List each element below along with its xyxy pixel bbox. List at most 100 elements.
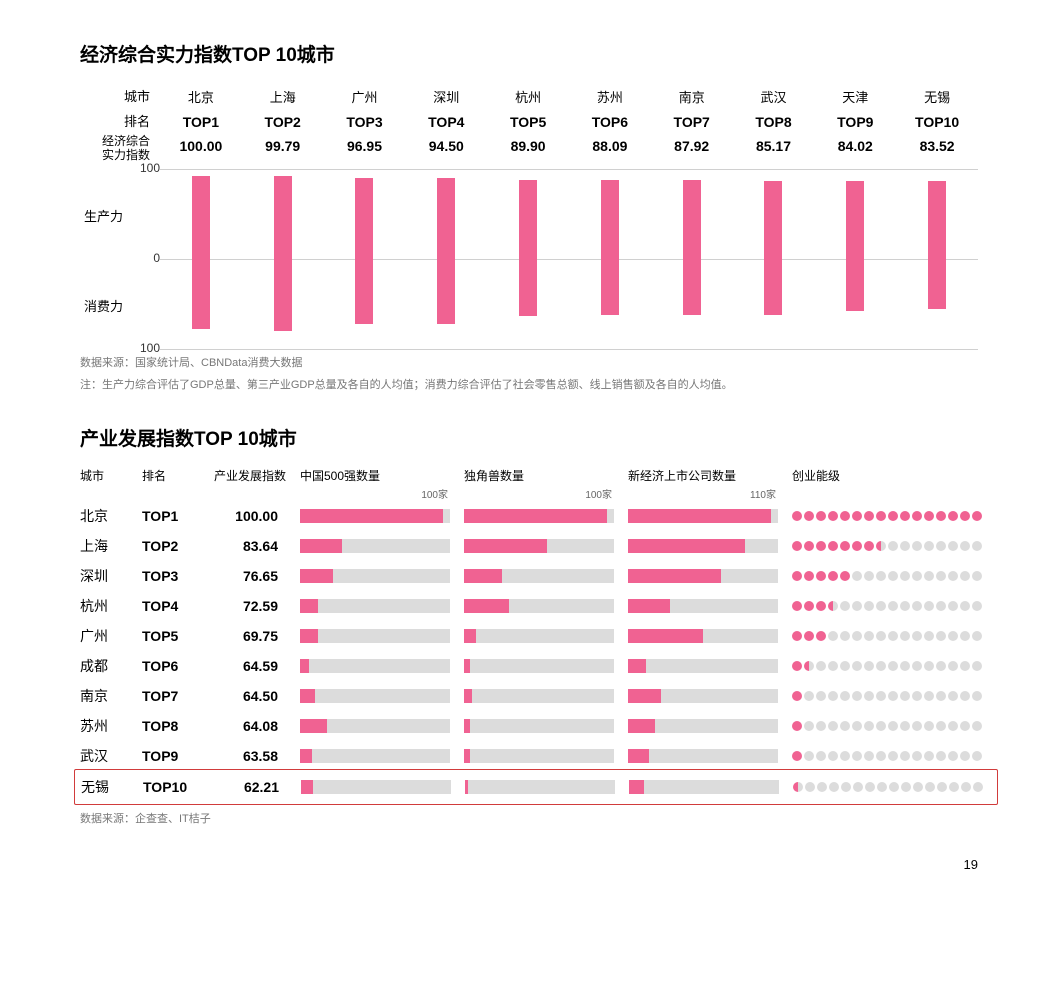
hbar [300, 599, 450, 613]
dot [948, 571, 958, 581]
dot [852, 541, 862, 551]
s2-header-row: 城市排名产业发展指数中国500强数量独角兽数量新经济上市公司数量创业能级 [80, 467, 978, 486]
hbar [628, 599, 778, 613]
dot [828, 571, 838, 581]
dot [888, 751, 898, 761]
dot [804, 571, 814, 581]
hbar-fill [464, 569, 502, 583]
hbar [300, 539, 450, 553]
table-cell: TOP7 [651, 110, 733, 134]
hbar-fill [464, 749, 470, 763]
dot [864, 751, 874, 761]
page-number: 19 [80, 857, 978, 872]
rank-cell: TOP2 [142, 538, 200, 554]
dot [948, 601, 958, 611]
dot [924, 751, 934, 761]
dot [936, 691, 946, 701]
dot [936, 751, 946, 761]
dot [912, 571, 922, 581]
dot [804, 601, 814, 611]
table-row: 南京TOP764.50 [80, 681, 978, 711]
bar-up [192, 176, 210, 259]
dot [828, 601, 838, 611]
dot [900, 721, 910, 731]
bar-column [651, 169, 733, 349]
dot [936, 661, 946, 671]
hbar [628, 689, 778, 703]
dot [792, 541, 802, 551]
hbar-fill [628, 599, 670, 613]
hbar [465, 780, 615, 794]
table-row: 深圳TOP376.65 [80, 561, 978, 591]
dot [961, 782, 971, 792]
dot [948, 631, 958, 641]
index-cell: 62.21 [215, 779, 287, 795]
hbar [464, 599, 614, 613]
hbar-fill [629, 780, 644, 794]
dot [876, 721, 886, 731]
index-cell: 83.64 [214, 538, 286, 554]
dot [864, 721, 874, 731]
hbar-fill [300, 629, 318, 643]
hbar [300, 689, 450, 703]
dot [792, 661, 802, 671]
index-cell: 63.58 [214, 748, 286, 764]
dot [960, 691, 970, 701]
bar-column [487, 169, 569, 349]
column-subheader: 110家 [628, 486, 778, 501]
city-cell: 成都 [80, 651, 128, 681]
dot [876, 631, 886, 641]
hbar [301, 780, 451, 794]
bar-column [242, 169, 324, 349]
y-axis-label: 0 [80, 251, 160, 265]
dot [912, 631, 922, 641]
dot-row [792, 721, 992, 731]
hbar-fill [464, 719, 470, 733]
hbar-fill [628, 749, 649, 763]
dot [888, 721, 898, 731]
table-cell: 100.00 [160, 134, 242, 163]
dot [912, 601, 922, 611]
dot [912, 511, 922, 521]
dot [972, 601, 982, 611]
hbar [300, 749, 450, 763]
column-header: 中国500强数量 [300, 467, 450, 486]
bar-up [683, 180, 701, 259]
dot [912, 721, 922, 731]
hbar [464, 539, 614, 553]
table-cell: 广州 [324, 83, 406, 110]
hbar [629, 780, 779, 794]
dot [792, 631, 802, 641]
dot [888, 631, 898, 641]
hbar [464, 689, 614, 703]
dot [936, 571, 946, 581]
dot [792, 601, 802, 611]
dot [864, 631, 874, 641]
index-cell: 100.00 [214, 508, 286, 524]
dot [865, 782, 875, 792]
dot [853, 782, 863, 792]
section1-title: 经济综合实力指数TOP 10城市 [80, 40, 978, 67]
hbar [300, 719, 450, 733]
dot [936, 511, 946, 521]
industry-table: 城市排名产业发展指数中国500强数量独角兽数量新经济上市公司数量创业能级100家… [80, 467, 978, 803]
index-cell: 76.65 [214, 568, 286, 584]
bar-down [928, 259, 946, 309]
city-cell: 无锡 [81, 772, 129, 802]
city-cell: 苏州 [80, 711, 128, 741]
dot [804, 661, 814, 671]
dot [804, 541, 814, 551]
dot [876, 751, 886, 761]
hbar-fill [300, 509, 443, 523]
dot [960, 631, 970, 641]
city-cell: 深圳 [80, 561, 128, 591]
hbar-fill [628, 629, 703, 643]
y-axis-label: 100 [80, 161, 160, 175]
bar-column [160, 169, 242, 349]
dot [852, 601, 862, 611]
dot [948, 751, 958, 761]
s2-row-wrapper: 无锡TOP1062.21 [80, 771, 978, 803]
dot [841, 782, 851, 792]
diverging-chart: 1000100生产力消费力 [160, 169, 978, 349]
dot [913, 782, 923, 792]
